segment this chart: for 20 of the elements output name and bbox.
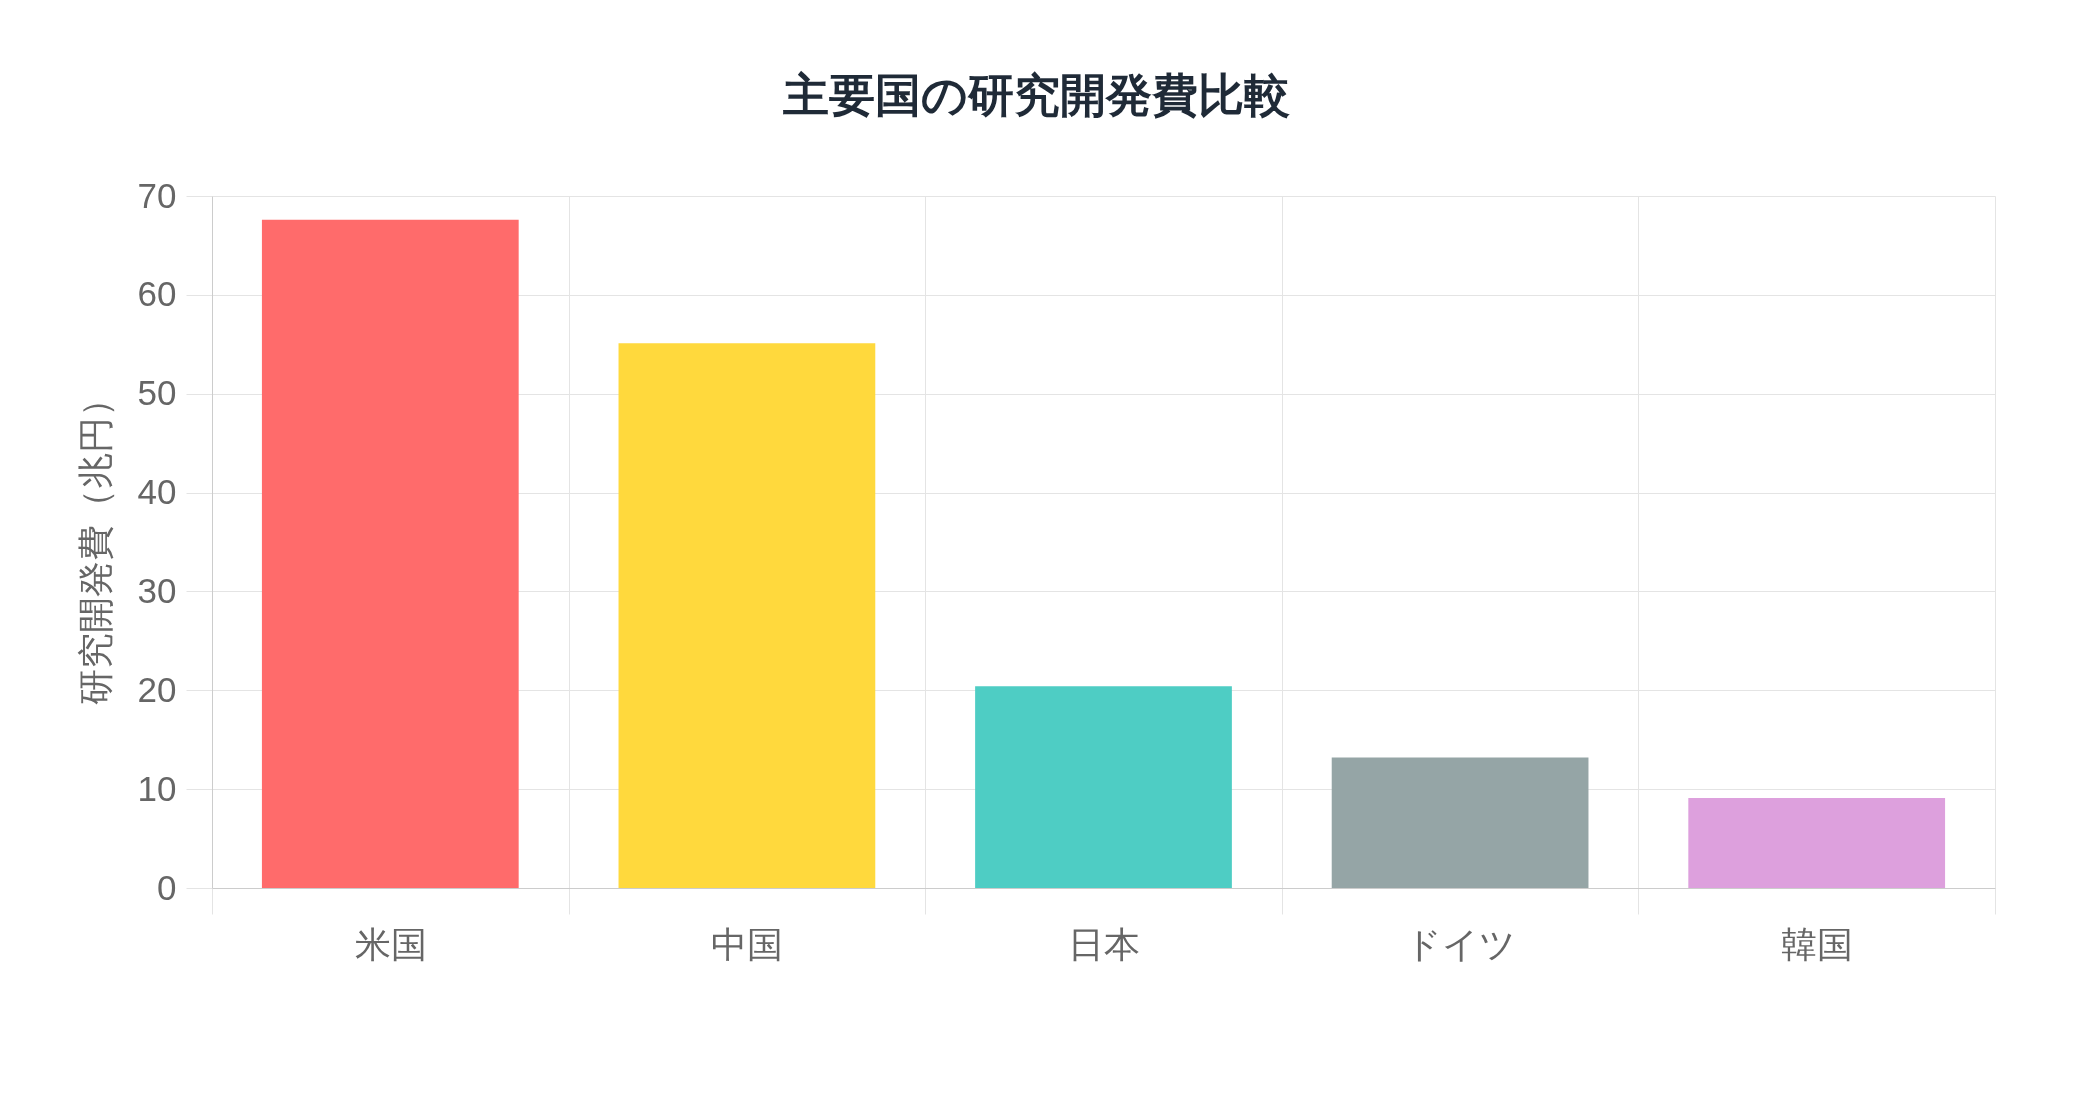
- x-tick-label: 韓国: [1781, 923, 1854, 965]
- y-axis-title: 研究開発費（兆円）: [74, 380, 116, 705]
- y-tick-label: 50: [137, 373, 177, 413]
- y-tick-label: 40: [137, 472, 177, 512]
- x-tick-label: 米国: [354, 923, 427, 965]
- y-tick-label: 30: [137, 570, 177, 610]
- y-tick-label: 20: [137, 669, 177, 709]
- bar: [975, 686, 1232, 888]
- x-tick-label: 日本: [1068, 923, 1140, 965]
- chart-title: 主要国の研究開発費比較: [783, 69, 1291, 121]
- y-tick-label: 0: [157, 867, 177, 907]
- bar: [261, 219, 519, 888]
- bar: [618, 343, 876, 888]
- x-tick-label: 中国: [711, 923, 784, 965]
- y-tick-label: 70: [137, 175, 177, 215]
- x-tick-label: ドイツ: [1405, 923, 1517, 965]
- y-tick-label: 60: [137, 274, 177, 314]
- y-tick-label: 10: [137, 768, 177, 808]
- bar: [1688, 798, 1946, 888]
- bar: [1331, 757, 1589, 888]
